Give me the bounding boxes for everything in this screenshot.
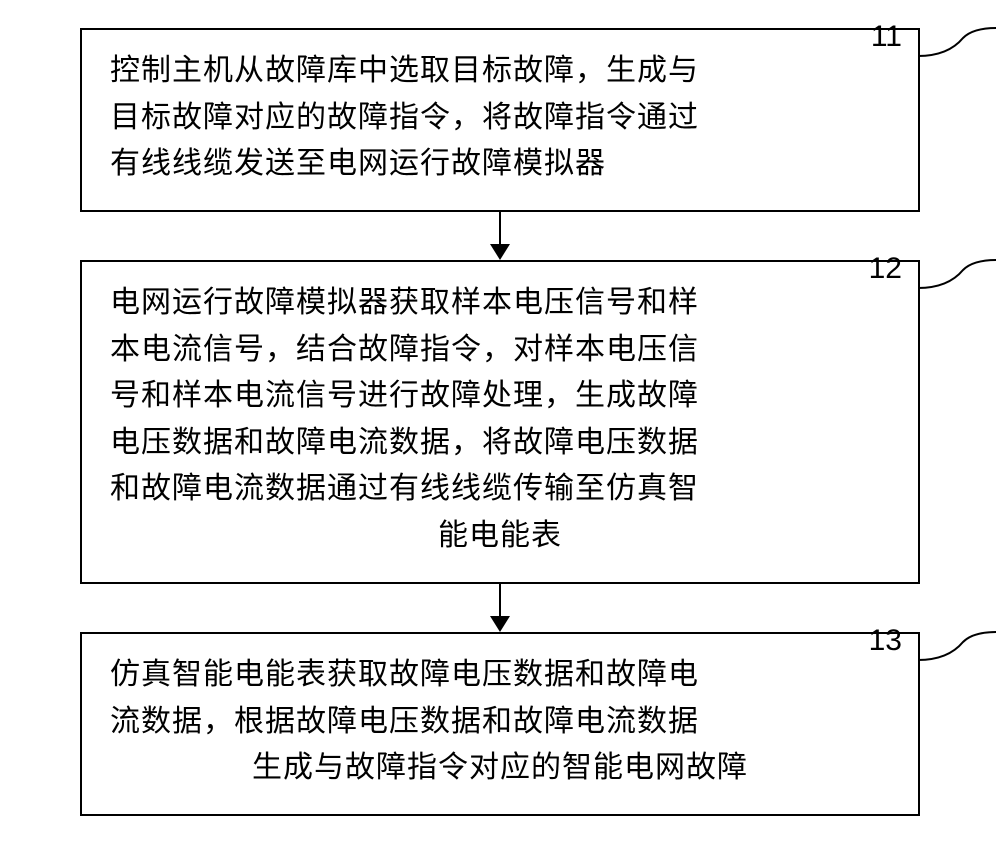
node1-line1: 控制主机从故障库中选取目标故障，生成与	[110, 54, 699, 87]
node1-line2: 目标故障对应的故障指令，将故障指令通过	[110, 101, 699, 134]
arrow-head	[490, 616, 510, 632]
node3-line3: 生成与故障指令对应的智能电网故障	[110, 745, 890, 792]
flow-node-3-text: 仿真智能电能表获取故障电压数据和故障电 流数据，根据故障电压数据和故障电流数据 …	[110, 652, 890, 792]
node2-line2: 本电流信号，结合故障指令，对样本电压信	[110, 333, 699, 366]
label-connector-1	[918, 26, 998, 86]
arrow-1-2	[80, 212, 920, 260]
flow-node-1: 控制主机从故障库中选取目标故障，生成与 目标故障对应的故障指令，将故障指令通过 …	[80, 28, 920, 212]
node2-line3: 号和样本电流信号进行故障处理，生成故障	[110, 379, 699, 412]
node3-label: 13	[869, 624, 902, 658]
node2-line6: 能电能表	[110, 513, 890, 560]
node3-line2: 流数据，根据故障电压数据和故障电流数据	[110, 705, 699, 738]
label-connector-2	[918, 258, 998, 318]
arrow-head	[490, 244, 510, 260]
flowchart-container: 控制主机从故障库中选取目标故障，生成与 目标故障对应的故障指令，将故障指令通过 …	[80, 28, 920, 816]
arrow-line	[499, 584, 501, 618]
flow-node-2: 电网运行故障模拟器获取样本电压信号和样 本电流信号，结合故障指令，对样本电压信 …	[80, 260, 920, 584]
flow-node-1-text: 控制主机从故障库中选取目标故障，生成与 目标故障对应的故障指令，将故障指令通过 …	[110, 48, 890, 188]
node2-line5: 和故障电流数据通过有线线缆传输至仿真智	[110, 472, 699, 505]
node2-label: 12	[869, 252, 902, 286]
node1-line3: 有线线缆发送至电网运行故障模拟器	[110, 147, 606, 180]
node3-line1: 仿真智能电能表获取故障电压数据和故障电	[110, 658, 699, 691]
node1-label: 11	[871, 20, 902, 54]
node2-line4: 电压数据和故障电流数据，将故障电压数据	[110, 426, 699, 459]
node2-line1: 电网运行故障模拟器获取样本电压信号和样	[110, 286, 699, 319]
arrow-line	[499, 212, 501, 246]
label-connector-3	[918, 630, 998, 690]
flow-node-2-text: 电网运行故障模拟器获取样本电压信号和样 本电流信号，结合故障指令，对样本电压信 …	[110, 280, 890, 559]
arrow-2-3	[80, 584, 920, 632]
flow-node-3: 仿真智能电能表获取故障电压数据和故障电 流数据，根据故障电压数据和故障电流数据 …	[80, 632, 920, 816]
